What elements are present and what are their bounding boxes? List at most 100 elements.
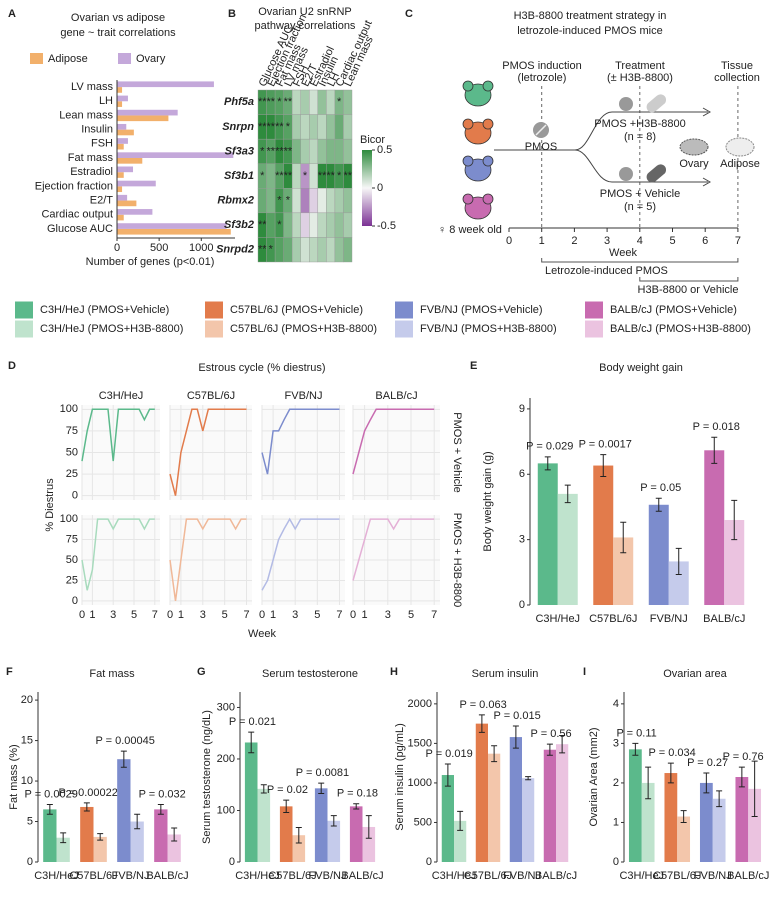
bar (699, 782, 713, 862)
error-bar (738, 766, 745, 788)
y-tick-label: 10 (21, 775, 33, 787)
row-label: Sf3a3 (225, 145, 254, 157)
cell-annotation: ** (267, 121, 276, 133)
row-label: Snrpd2 (216, 244, 254, 256)
p-value-label: P = 0.021 (229, 716, 276, 728)
x-tick-label: FVB/NJ (694, 870, 732, 882)
chart-title: pathway correlations (255, 20, 356, 32)
row-label: Rbmx2 (217, 194, 254, 206)
error-bar (525, 776, 532, 781)
y-axis-label: Serum testosterone (ng/dL) (201, 710, 213, 844)
panel-label: H (390, 666, 398, 678)
stage-label: (letrozole) (518, 72, 567, 84)
bar (454, 820, 467, 862)
cell-annotation: * (286, 194, 291, 206)
heatmap-cell (300, 212, 310, 238)
y-axis-label: Body weight gain (g) (482, 451, 494, 551)
error-bar (248, 731, 255, 754)
x-tick-label: C3H/HeJ (535, 613, 580, 625)
pills (533, 94, 667, 183)
pill-icon (619, 167, 633, 181)
bar (543, 749, 556, 862)
y-axis-label: Ovarian Area (mm2) (588, 727, 600, 826)
error-bar (491, 745, 498, 763)
bar (349, 806, 363, 862)
x-tick-label: 5 (222, 609, 228, 621)
week-tick-label: 5 (669, 235, 675, 247)
heatmap-cell (274, 237, 284, 263)
bar (43, 809, 57, 862)
mice-label: ♀ 8 week old (438, 224, 502, 236)
y-tick-label: 5 (27, 815, 33, 827)
x-tick-label: C3H/HeJ (34, 870, 79, 882)
adipose-icon (725, 137, 755, 157)
error-bar (97, 833, 104, 841)
bar (117, 123, 127, 130)
bar (641, 782, 655, 862)
x-tick-label: C3H/HeJ (432, 870, 477, 882)
error-bar (318, 782, 325, 794)
heatmap-cell (309, 138, 319, 164)
y-tick-label: 25 (66, 574, 78, 586)
x-tick-label: C57BL/6J (589, 613, 637, 625)
bar (117, 95, 128, 102)
y-tick-label: Fat mass (68, 152, 114, 164)
bar (628, 749, 642, 862)
heatmap-cell (257, 188, 267, 214)
legend-label: BALB/cJ (PMOS+Vehicle) (610, 304, 737, 316)
week-tick-label: 3 (604, 235, 610, 247)
x-tick-label: 1 (270, 609, 276, 621)
x-tick-label: 3 (200, 609, 206, 621)
group-label: PMOS + Vehicle (600, 188, 680, 200)
line (81, 518, 155, 591)
bar (117, 172, 124, 178)
chart-title: Fat mass (89, 668, 135, 680)
y-tick-label: 6 (519, 468, 525, 480)
heatmap-cell (309, 114, 319, 140)
bar (292, 835, 306, 862)
pmos-label: PMOS (525, 141, 557, 153)
bar (117, 200, 137, 207)
row-label: PMOS + H3B-8800 (451, 513, 463, 607)
bar (537, 463, 558, 605)
chart-title: Ovarian vs adipose (71, 12, 165, 24)
bar (80, 806, 94, 862)
colorbar (362, 150, 372, 226)
bar (117, 138, 128, 144)
x-tick-label: 0 (79, 609, 85, 621)
diagram: C H3B-8800 treatment strategy in letrozo… (405, 8, 760, 296)
y-tick-label: 2 (613, 777, 619, 789)
x-tick-label: 0 (259, 609, 265, 621)
error-bar (655, 497, 662, 512)
error-bar (365, 815, 372, 839)
bar (154, 809, 168, 862)
heatmap-cell (291, 89, 301, 115)
error-bar (711, 436, 718, 464)
cell-annotation: * (337, 96, 342, 108)
diagram-title: letrozole-induced PMOS mice (517, 25, 663, 37)
heatmap-cell (300, 237, 310, 263)
heatmap-cell (309, 212, 319, 238)
y-tick-label: 3 (613, 737, 619, 749)
period-bracket (639, 277, 739, 282)
p-value-label: P = 0.0081 (296, 767, 349, 779)
colorbar-tick-label: -0.5 (377, 220, 396, 232)
panel-label: C (405, 8, 413, 20)
diagram-title: H3B-8800 treatment strategy in (514, 10, 667, 22)
p-value-label: P = 0.034 (649, 747, 696, 759)
x-tick-label: C57BL/6J (69, 870, 117, 882)
heatmap-cell (291, 114, 301, 140)
heatmap-cell (291, 163, 301, 189)
heatmap-cell (326, 114, 336, 140)
heatmap-cell (343, 89, 353, 115)
bar (509, 737, 522, 862)
x-tick-label: 1 (362, 609, 368, 621)
row-label: Phf5a (224, 96, 254, 108)
cell-annotation: ** (275, 170, 284, 182)
mouse-ear (462, 118, 474, 130)
error-bar (564, 484, 571, 504)
y-tick-label: FSH (91, 138, 113, 150)
bar (117, 158, 143, 164)
heatmap-cell (343, 212, 353, 238)
bar (167, 834, 181, 862)
